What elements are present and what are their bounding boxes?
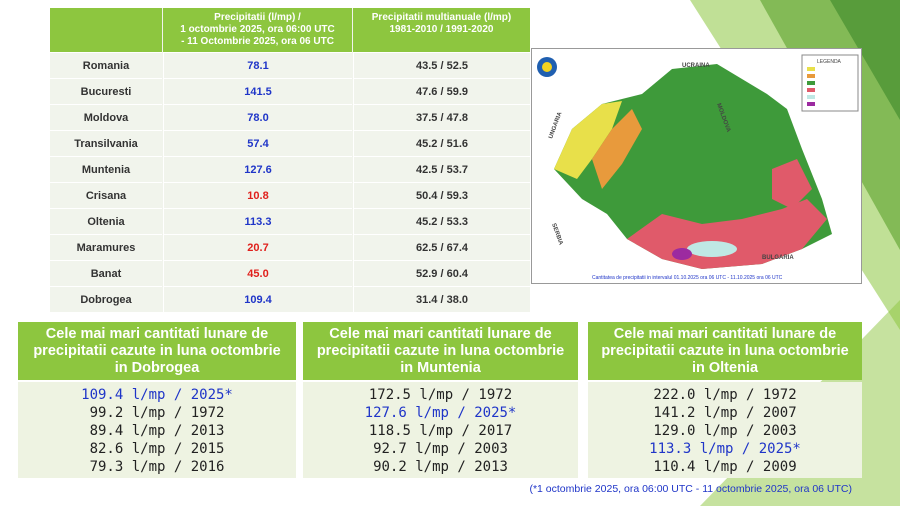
map-label: BULGARIA [762, 255, 794, 261]
value-cell: 141.5 [163, 78, 352, 104]
box-list: 109.4 l/mp / 2025* 99.2 l/mp / 1972 89.4 l… [18, 382, 296, 478]
box-title-line: Cele mai mari cantitati lunare de [613, 326, 837, 342]
region-cell: Muntenia [50, 156, 162, 182]
region-cell: Crisana [50, 182, 162, 208]
box-entry: 129.0 l/mp / 2003 [653, 423, 797, 439]
region-cell: Dobrogea [50, 286, 162, 312]
box-list: 172.5 l/mp / 1972 127.6 l/mp / 2025* 118.5… [303, 382, 578, 478]
region-cell: Moldova [50, 104, 162, 130]
region-cell: Oltenia [50, 208, 162, 234]
normal-cell: 45.2 / 51.6 [353, 130, 530, 156]
normal-cell: 47.6 / 59.9 [353, 78, 530, 104]
box-entry: 141.2 l/mp / 2007 [653, 405, 797, 421]
map: LEGENDAUCRAINAMOLDOVAUNGARIASERBIABULGAR… [531, 48, 862, 284]
value-cell: 127.6 [163, 156, 352, 182]
box-title-line: precipitatii cazute in luna octombrie [601, 343, 849, 359]
box-title-line: in Oltenia [691, 360, 759, 376]
header-line: Precipitatii multianuale (l/mp) [371, 12, 512, 23]
header-normal: Precipitatii multianuale (l/mp) 1981-2010… [353, 8, 530, 52]
value-cell: 45.0 [163, 260, 352, 286]
box-title: Cele mai mari cantitati lunare de precipi… [588, 322, 862, 380]
box-entry: 99.2 l/mp / 1972 [89, 405, 225, 421]
header-value: Precipitatii (l/mp) /1 octombrie 2025, o… [163, 8, 352, 52]
box-entry: 90.2 l/mp / 2013 [373, 459, 508, 475]
normal-cell: 31.4 / 38.0 [353, 286, 530, 312]
box-entry: 127.6 l/mp / 2025* [364, 405, 517, 421]
box-entry: 222.0 l/mp / 1972 [653, 387, 797, 403]
region-cell: Bucuresti [50, 78, 162, 104]
box-entry: 89.4 l/mp / 2013 [89, 423, 225, 439]
normal-cell: 42.5 / 53.7 [353, 156, 530, 182]
box-title: Cele mai mari cantitati lunare de precipi… [303, 322, 578, 380]
region-cell: Romania [50, 52, 162, 78]
box-entry: 118.5 l/mp / 2017 [368, 423, 513, 439]
box-title-line: in Dobrogea [114, 360, 200, 376]
header-line: - 11 Octombrie 2025, ora 06 UTC [181, 36, 334, 47]
value-cell: 109.4 [163, 286, 352, 312]
value-cell: 10.8 [163, 182, 352, 208]
box-entry: 109.4 l/mp / 2025* [81, 387, 233, 403]
footnote: (*1 octombrie 2025, ora 06:00 UTC - 11 o… [529, 483, 852, 495]
box-title-line: Cele mai mari cantitati lunare de [45, 326, 269, 342]
map-label: UNGARIA [548, 111, 563, 140]
map-label: Cantitatea de precipitatii in intervalul… [592, 275, 783, 281]
box-entry: 110.4 l/mp / 2009 [653, 459, 797, 475]
map-label: UCRAINA [682, 63, 710, 69]
box-entry: 92.7 l/mp / 2003 [373, 441, 508, 457]
header-corner [50, 8, 162, 52]
region-cell: Banat [50, 260, 162, 286]
map-label: LEGENDA [817, 59, 842, 65]
box-entry: 113.3 l/mp / 2025* [649, 441, 801, 457]
normal-cell: 50.4 / 59.3 [353, 182, 530, 208]
normal-cell: 45.2 / 53.3 [353, 208, 530, 234]
header-line: Precipitatii (l/mp) / [214, 12, 301, 23]
region-cell: Maramures [50, 234, 162, 260]
box-title: Cele mai mari cantitati lunare de precipi… [18, 322, 296, 380]
normal-cell: 62.5 / 67.4 [353, 234, 530, 260]
box-title-line: precipitatii cazute in luna octombrie [316, 343, 565, 359]
box-entry: 172.5 l/mp / 1972 [368, 387, 513, 403]
value-cell: 20.7 [163, 234, 352, 260]
normal-cell: 37.5 / 47.8 [353, 104, 530, 130]
normal-cell: 43.5 / 52.5 [353, 52, 530, 78]
value-cell: 113.3 [163, 208, 352, 234]
box-title-line: in Muntenia [400, 360, 481, 376]
value-cell: 78.1 [163, 52, 352, 78]
header-line: 1 octombrie 2025, ora 06:00 UTC [180, 24, 335, 35]
normal-cell: 52.9 / 60.4 [353, 260, 530, 286]
box-title-line: Cele mai mari cantitati lunare de [329, 326, 552, 342]
value-cell: 78.0 [163, 104, 352, 130]
box-title-line: precipitatii cazute in luna octombrie [33, 343, 281, 359]
header-line: 1981-2010 / 1991-2020 [389, 24, 494, 35]
region-cell: Transilvania [50, 130, 162, 156]
map-label: SERBIA [550, 223, 564, 247]
value-cell: 57.4 [163, 130, 352, 156]
box-entry: 82.6 l/mp / 2015 [89, 441, 225, 457]
box-entry: 79.3 l/mp / 2016 [89, 459, 225, 475]
box-list: 222.0 l/mp / 1972 141.2 l/mp / 2007 129.0 … [588, 382, 862, 478]
